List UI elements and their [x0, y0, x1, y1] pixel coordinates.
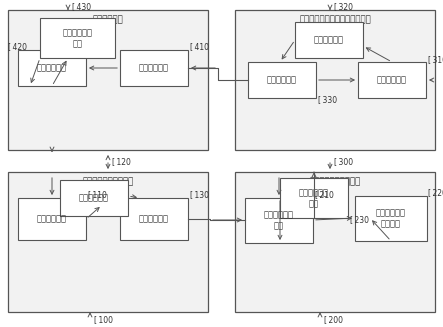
Text: 信息处理模块: 信息处理模块 — [79, 194, 109, 202]
Text: 信息接收模块: 信息接收模块 — [139, 63, 169, 73]
Text: [ 110: [ 110 — [88, 191, 107, 199]
Text: [ 310: [ 310 — [428, 56, 443, 64]
Text: [ 230: [ 230 — [350, 215, 369, 225]
Bar — [358, 62, 426, 98]
Bar — [280, 178, 348, 218]
Text: [ 200: [ 200 — [324, 316, 343, 324]
Bar — [40, 18, 115, 58]
Bar — [18, 50, 86, 86]
Text: 信息处理模块: 信息处理模块 — [314, 36, 344, 44]
Text: 信息显示操作
模块: 信息显示操作 模块 — [62, 28, 93, 48]
Bar — [235, 10, 435, 150]
Bar — [8, 172, 208, 312]
Text: [ 210: [ 210 — [315, 191, 334, 199]
Text: 场面信息综合
处理模块: 场面信息综合 处理模块 — [376, 208, 406, 229]
Bar — [120, 50, 188, 86]
Text: [ 220: [ 220 — [428, 188, 443, 198]
Bar — [355, 196, 427, 241]
Bar — [8, 10, 208, 150]
Text: 空管数据信息处理系统: 空管数据信息处理系统 — [82, 178, 134, 186]
Text: [ 410: [ 410 — [190, 43, 209, 51]
Text: 场面信息监听
模块: 场面信息监听 模块 — [264, 211, 294, 231]
Text: 信息采集模块: 信息采集模块 — [37, 215, 67, 223]
Text: [ 330: [ 330 — [318, 95, 337, 105]
Text: 高通路数据链地面信息处理系统: 高通路数据链地面信息处理系统 — [299, 15, 371, 25]
Text: 信息发送模块: 信息发送模块 — [267, 76, 297, 84]
Text: 机组终端系统: 机组终端系统 — [93, 15, 123, 25]
Text: 信息处理模块: 信息处理模块 — [37, 63, 67, 73]
Text: 信息发送模块: 信息发送模块 — [139, 215, 169, 223]
Bar — [120, 198, 188, 240]
Text: [ 100: [ 100 — [94, 316, 113, 324]
Text: [ 320: [ 320 — [334, 3, 353, 11]
Bar — [295, 22, 363, 58]
Bar — [248, 62, 316, 98]
Text: [ 300: [ 300 — [334, 158, 353, 166]
Text: 信息接收模块: 信息接收模块 — [377, 76, 407, 84]
Text: 场面信息发送
模块: 场面信息发送 模块 — [299, 188, 329, 208]
Text: [ 120: [ 120 — [112, 158, 131, 166]
Text: [ 430: [ 430 — [72, 3, 91, 11]
Text: [ 130: [ 130 — [190, 191, 209, 199]
Bar — [245, 198, 313, 243]
Bar — [18, 198, 86, 240]
Text: 场面态势信息处理系统: 场面态势信息处理系统 — [309, 178, 361, 186]
Text: [ 420: [ 420 — [8, 43, 27, 51]
Bar — [60, 180, 128, 216]
Bar — [235, 172, 435, 312]
